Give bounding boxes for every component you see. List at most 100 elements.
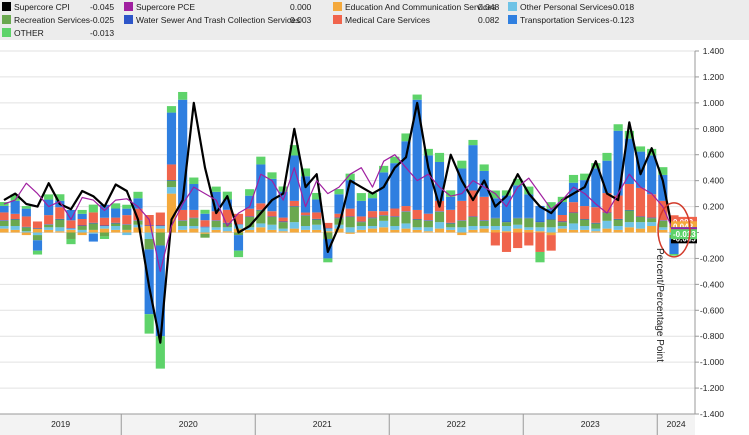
bar-segment [367,226,378,229]
bar-segment [211,211,221,221]
bar-segment [312,229,322,233]
bar-segment [300,176,311,213]
bar-segment [289,155,299,201]
bar-segment [312,218,322,220]
bar-segment [0,228,9,233]
bar-segment [0,220,9,227]
bar-segment [524,232,534,246]
bar-segment [557,222,567,227]
bar-segment [200,232,210,234]
bar-segment [32,240,43,251]
legend-item: OTHER -0.013 [2,28,114,39]
bar-segment [446,209,456,223]
bar-segment [423,227,433,232]
bar-segment [390,163,400,209]
legend-swatch [124,2,133,11]
bar-segment [401,211,411,212]
bar-segment [479,228,489,233]
bar-segment [99,225,110,227]
bar-segment [356,216,366,222]
bar-segment [524,218,534,228]
bar-segment [10,194,20,201]
bar-segment [468,229,478,233]
bar-segment [21,232,31,236]
bar-segment [412,219,422,228]
bar-segment [401,223,411,229]
bar-segment [77,229,87,233]
bar-segment [457,220,467,221]
bar-segment [289,145,299,156]
bar-segment [233,232,244,236]
bar-segment [390,208,400,217]
bar-segment [423,220,433,221]
bar-segment [379,227,389,233]
value-label-bg [671,229,697,240]
bar-segment [200,233,210,238]
y-tick-label: 0.600 [703,150,725,160]
legend-item: Water Sewer And Trash Collection Service… [124,15,311,26]
legend-label: Recreation Services [14,15,91,25]
bar-segment [434,211,445,223]
bar-segment [658,167,668,175]
bar-segment [434,222,445,229]
bar-segment [591,223,601,229]
bar-segment [77,219,87,226]
bar-segment [211,227,221,230]
bar-segment [222,209,232,223]
bar-segment [66,229,76,233]
bar-segment [99,217,110,226]
bar-segment [367,228,378,233]
bar-segment [624,210,634,223]
bar-segment [401,228,411,233]
bar-segment [222,199,232,210]
bar-segment [591,222,601,224]
bar-segment [256,227,266,233]
legend-value: -0.018 [610,2,635,12]
bar-segment [178,220,188,227]
bar-segment [345,232,355,234]
legend-label: Supercore PCE [136,2,196,12]
bar-segment [356,200,366,217]
bar-segment [267,229,277,233]
bar-segment [613,124,623,131]
bar-segment [446,229,456,233]
bar-segment [591,168,601,208]
bar-segment [278,217,288,222]
bar-segment [88,204,98,213]
bar-segment [356,193,366,201]
legend-item: Recreation Services -0.025 [2,15,114,26]
bar-segment [245,227,255,230]
bar-segment [55,218,65,220]
bar-segment [535,221,545,223]
bar-segment [200,220,210,227]
bar-segment [189,177,199,185]
bar-segment [77,232,87,236]
bar-segment [434,161,445,201]
bar-segment [647,217,657,219]
bar-segment [88,222,98,224]
bar-segment [66,228,76,230]
bar-segment [513,232,523,249]
bar-segment [635,216,646,217]
bar-segment [233,224,244,229]
bar-segment [367,217,378,219]
bar-segment [580,226,590,230]
bar-segment [501,222,512,227]
bar-segment [300,215,311,216]
legend: Supercore CPI -0.045 Supercore PCE 0.000 Edu… [0,0,749,40]
bar-segment [323,222,333,229]
bar-segment [490,232,500,246]
bar-segment [77,213,87,220]
bar-segment [245,208,255,217]
bar-segment [602,160,612,194]
bar-segment [647,148,657,156]
bar-segment [211,186,221,192]
bar-segment [580,219,590,227]
bar-segment [624,184,634,210]
bar-segment [501,231,512,233]
bar-segment [647,222,657,227]
chart: 1.400 1.200 1.000 0.800 0.600 0.400 0.200 -0.20… [0,46,725,435]
bar-segment [580,206,590,220]
bar-segment [111,217,121,223]
legend-item: Medical Care Services 0.082 [333,15,499,26]
